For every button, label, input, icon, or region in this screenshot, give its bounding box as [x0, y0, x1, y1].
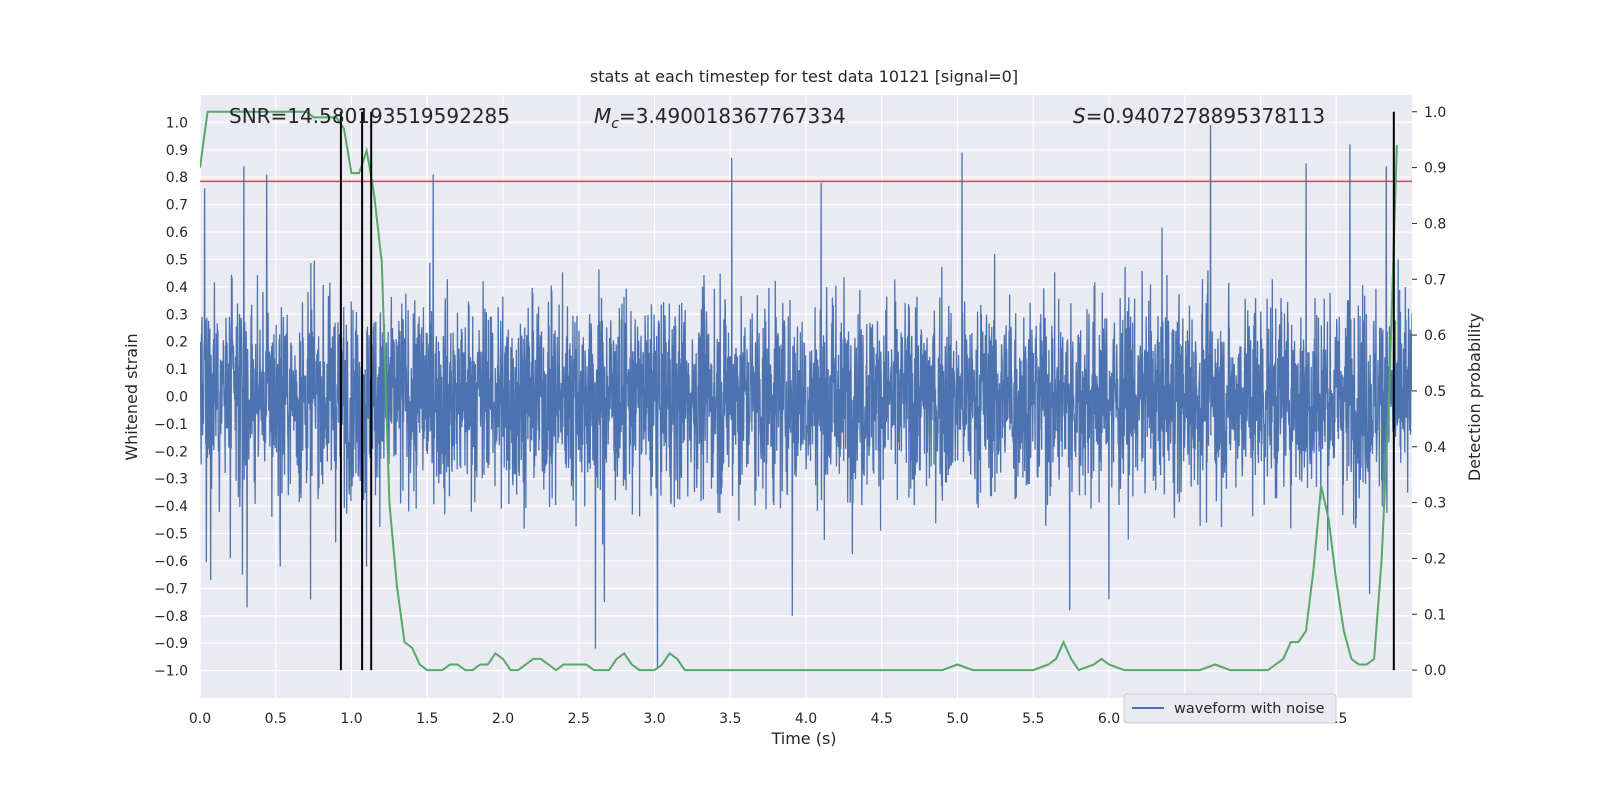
event-markers	[339, 111, 1395, 671]
y2-tick-label-5: 0.5	[1424, 384, 1446, 400]
x-tick-label-3: 1.5	[416, 711, 438, 727]
y-tick-label-12: −0.2	[154, 444, 188, 460]
x-tick-label-10: 5.0	[946, 711, 968, 727]
x-tick-label-6: 3.0	[643, 711, 665, 727]
y-axis-ticks: 1.0 0.9 0.8 0.7 0.6 0.5 0.4 0.3 0.2 0.1 0.0 −0.1 −0.…	[154, 115, 188, 679]
s-value: =0.9407278895378113	[1086, 104, 1325, 128]
y2-tick-label-0: 1.0	[1424, 105, 1446, 121]
detection-probability-series	[200, 110, 1398, 672]
legend: waveform with noise	[1123, 693, 1337, 724]
y-tick-label-5: 0.5	[166, 252, 188, 268]
y-tick-label-7: 0.3	[166, 307, 188, 323]
s-annotation: S=0.9407278895378113	[1073, 104, 1325, 128]
y-tick-label-13: −0.3	[154, 472, 188, 488]
x-tick-label-4: 2.0	[492, 711, 514, 727]
s-symbol: S	[1073, 104, 1086, 128]
x-tick-label-12: 6.0	[1098, 711, 1120, 727]
y-tick-label-10: 0.0	[166, 390, 188, 406]
y2-tick-label-6: 0.4	[1424, 440, 1446, 456]
y-tick-label-15: −0.5	[154, 527, 188, 543]
chirp-mass-subscript: c	[611, 116, 619, 132]
y2-tick-label-3: 0.7	[1424, 272, 1446, 288]
y-tick-label-19: −0.9	[154, 636, 188, 652]
x-tick-label-1: 0.5	[265, 711, 287, 727]
chirp-mass-symbol: M	[594, 104, 611, 128]
y-tick-label-16: −0.6	[154, 554, 188, 570]
y-tick-label-17: −0.7	[154, 581, 188, 597]
y-tick-label-18: −0.8	[154, 609, 188, 625]
y2-tick-label-10: 0.0	[1424, 663, 1446, 679]
y2-axis-label: Detection probability	[1465, 313, 1484, 481]
x-axis-label: Time (s)	[770, 729, 836, 748]
y-tick-label-4: 0.6	[166, 225, 188, 241]
y-tick-label-20: −1.0	[154, 664, 188, 680]
x-tick-label-2: 1.0	[340, 711, 362, 727]
chirp-mass-annotation: Mc=3.490018367767334	[594, 104, 846, 132]
waveform-path	[200, 125, 1412, 668]
detection-probability-path	[200, 110, 1398, 672]
y2-axis-ticks: 1.0 0.9 0.8 0.7 0.6 0.5 0.4 0.3 0.2 0.1 0.0	[1412, 105, 1446, 679]
y-axis-label: Whitened strain	[122, 333, 141, 460]
y2-tick-label-9: 0.1	[1424, 607, 1446, 623]
legend-box	[1123, 693, 1337, 724]
x-tick-label-11: 5.5	[1022, 711, 1044, 727]
snr-annotation: SNR=14.580193519592285	[229, 104, 510, 128]
y-tick-label-11: −0.1	[154, 417, 188, 433]
x-tick-label-0: 0.0	[189, 711, 211, 727]
waveform-with-noise-series	[200, 125, 1412, 668]
y2-tick-label-8: 0.2	[1424, 551, 1446, 567]
legend-label-waveform: waveform with noise	[1174, 701, 1325, 717]
y-tick-label-3: 0.7	[166, 198, 188, 214]
y-tick-label-14: −0.4	[154, 499, 188, 515]
y-tick-label-9: 0.1	[166, 362, 188, 378]
chirp-mass-value: =3.490018367767334	[619, 104, 846, 128]
y-tick-label-2: 0.8	[166, 170, 188, 186]
y2-tick-label-1: 0.9	[1424, 161, 1446, 177]
y-tick-label-8: 0.2	[166, 335, 188, 351]
y2-tick-label-7: 0.3	[1424, 496, 1446, 512]
x-tick-label-7: 3.5	[719, 711, 741, 727]
y-tick-label-1: 0.9	[166, 143, 188, 159]
x-tick-label-5: 2.5	[568, 711, 590, 727]
chart-title: stats at each timestep for test data 101…	[590, 67, 1018, 86]
y-tick-label-0: 1.0	[166, 115, 188, 131]
x-tick-label-9: 4.5	[871, 711, 893, 727]
y2-tick-label-4: 0.6	[1424, 328, 1446, 344]
x-tick-label-8: 4.0	[795, 711, 817, 727]
y-tick-label-6: 0.4	[166, 280, 188, 296]
y2-tick-label-2: 0.8	[1424, 216, 1446, 232]
